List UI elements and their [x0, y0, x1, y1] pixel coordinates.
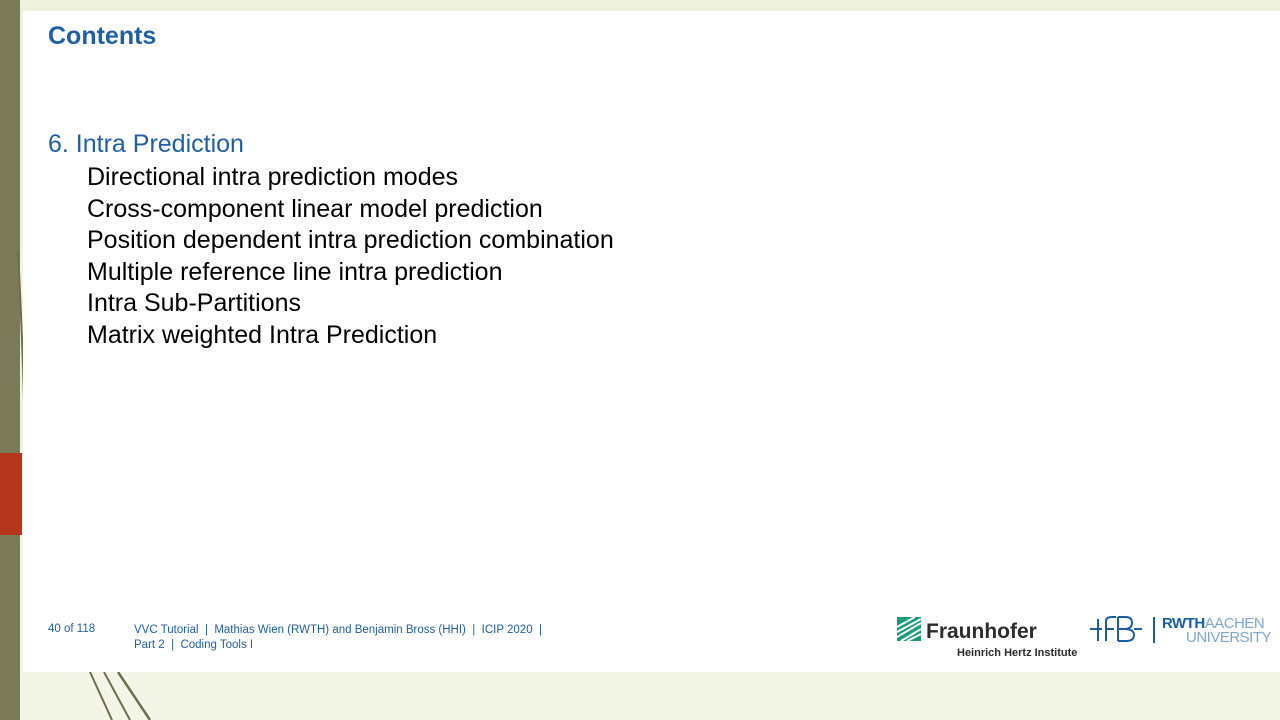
- accent-bar: [0, 453, 22, 535]
- rwth-wordmark: RWTHAACHEN: [1162, 615, 1265, 632]
- list-item: Multiple reference line intra prediction: [87, 257, 503, 286]
- lfb-logo-icon: [1090, 616, 1142, 642]
- rwth-bold-text: RWTH: [1162, 615, 1205, 632]
- slide-title: Contents: [48, 22, 157, 50]
- lfb-logo: [1088, 615, 1144, 650]
- list-item: Directional intra prediction modes: [87, 163, 459, 191]
- list-item: Cross-component linear model prediction: [87, 194, 543, 223]
- list-item: Intra Sub-Partitions: [87, 289, 301, 317]
- footer-info: VVC Tutorial | Mathias Wien (RWTH) and B…: [134, 623, 542, 653]
- contents-list: Directional intra prediction modes Cross…: [87, 162, 614, 351]
- footer-line-2: Part 2 | Coding Tools I: [134, 639, 254, 651]
- fraunhofer-name: Fraunhofer: [926, 620, 1037, 643]
- fraunhofer-mark-icon: [896, 616, 922, 642]
- list-item: Matrix weighted Intra Prediction: [87, 320, 438, 349]
- rwth-light-text: AACHEN: [1204, 615, 1265, 632]
- slide-canvas: [23, 11, 1280, 672]
- footer-line-1: VVC Tutorial | Mathias Wien (RWTH) and B…: [134, 624, 542, 636]
- fraunhofer-sub: Heinrich Hertz Institute: [957, 647, 1078, 659]
- rwth-divider: [1153, 617, 1155, 643]
- rwth-sub-text: UNIVERSITY: [1186, 629, 1272, 646]
- rwth-logo: RWTHAACHEN UNIVERSITY: [1152, 615, 1272, 650]
- fraunhofer-logo: Fraunhofer Heinrich Hertz Institute: [896, 616, 1077, 659]
- left-decor-strip: [0, 0, 20, 720]
- page-number: 40 of 118: [48, 623, 96, 635]
- section-heading: 6. Intra Prediction: [48, 130, 244, 158]
- list-item: Position dependent intra prediction comb…: [87, 226, 614, 254]
